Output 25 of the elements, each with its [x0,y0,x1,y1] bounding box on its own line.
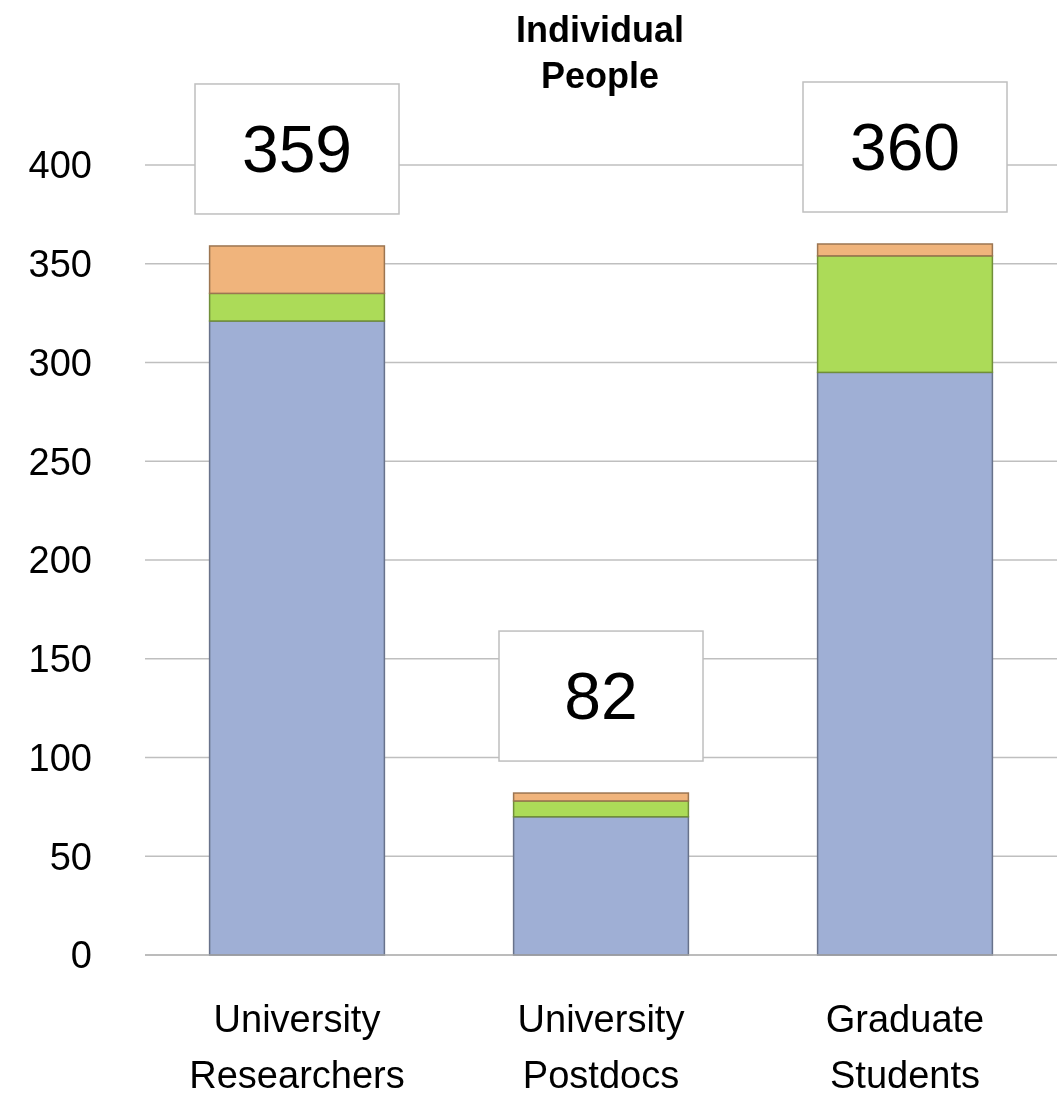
y-tick-label: 250 [28,440,92,483]
y-tick-label: 200 [28,539,92,582]
bar [816,243,994,257]
chart-title: Individual People [515,9,685,96]
bar [512,792,690,802]
x-tick-label: University Postdocs [517,998,685,1093]
bar [208,245,386,295]
x-tick-label: Graduate Students [825,998,985,1093]
y-tick-label: 400 [28,144,92,187]
total-label: 359 [241,112,353,187]
bar [816,371,994,956]
x-tick-label: University Researchers [189,998,405,1093]
bar [816,255,994,374]
y-tick-label: 100 [28,736,92,779]
total-label: 82 [564,659,638,734]
bar [512,816,690,956]
total-label: 360 [849,110,961,185]
bar [208,320,386,956]
bar [512,800,690,818]
bar [208,292,386,322]
y-tick-label: 300 [28,341,92,384]
y-tick-label: 350 [28,243,92,286]
y-tick-label: 150 [28,638,92,681]
y-tick-label: 50 [49,835,92,878]
y-tick-label: 0 [70,934,92,977]
